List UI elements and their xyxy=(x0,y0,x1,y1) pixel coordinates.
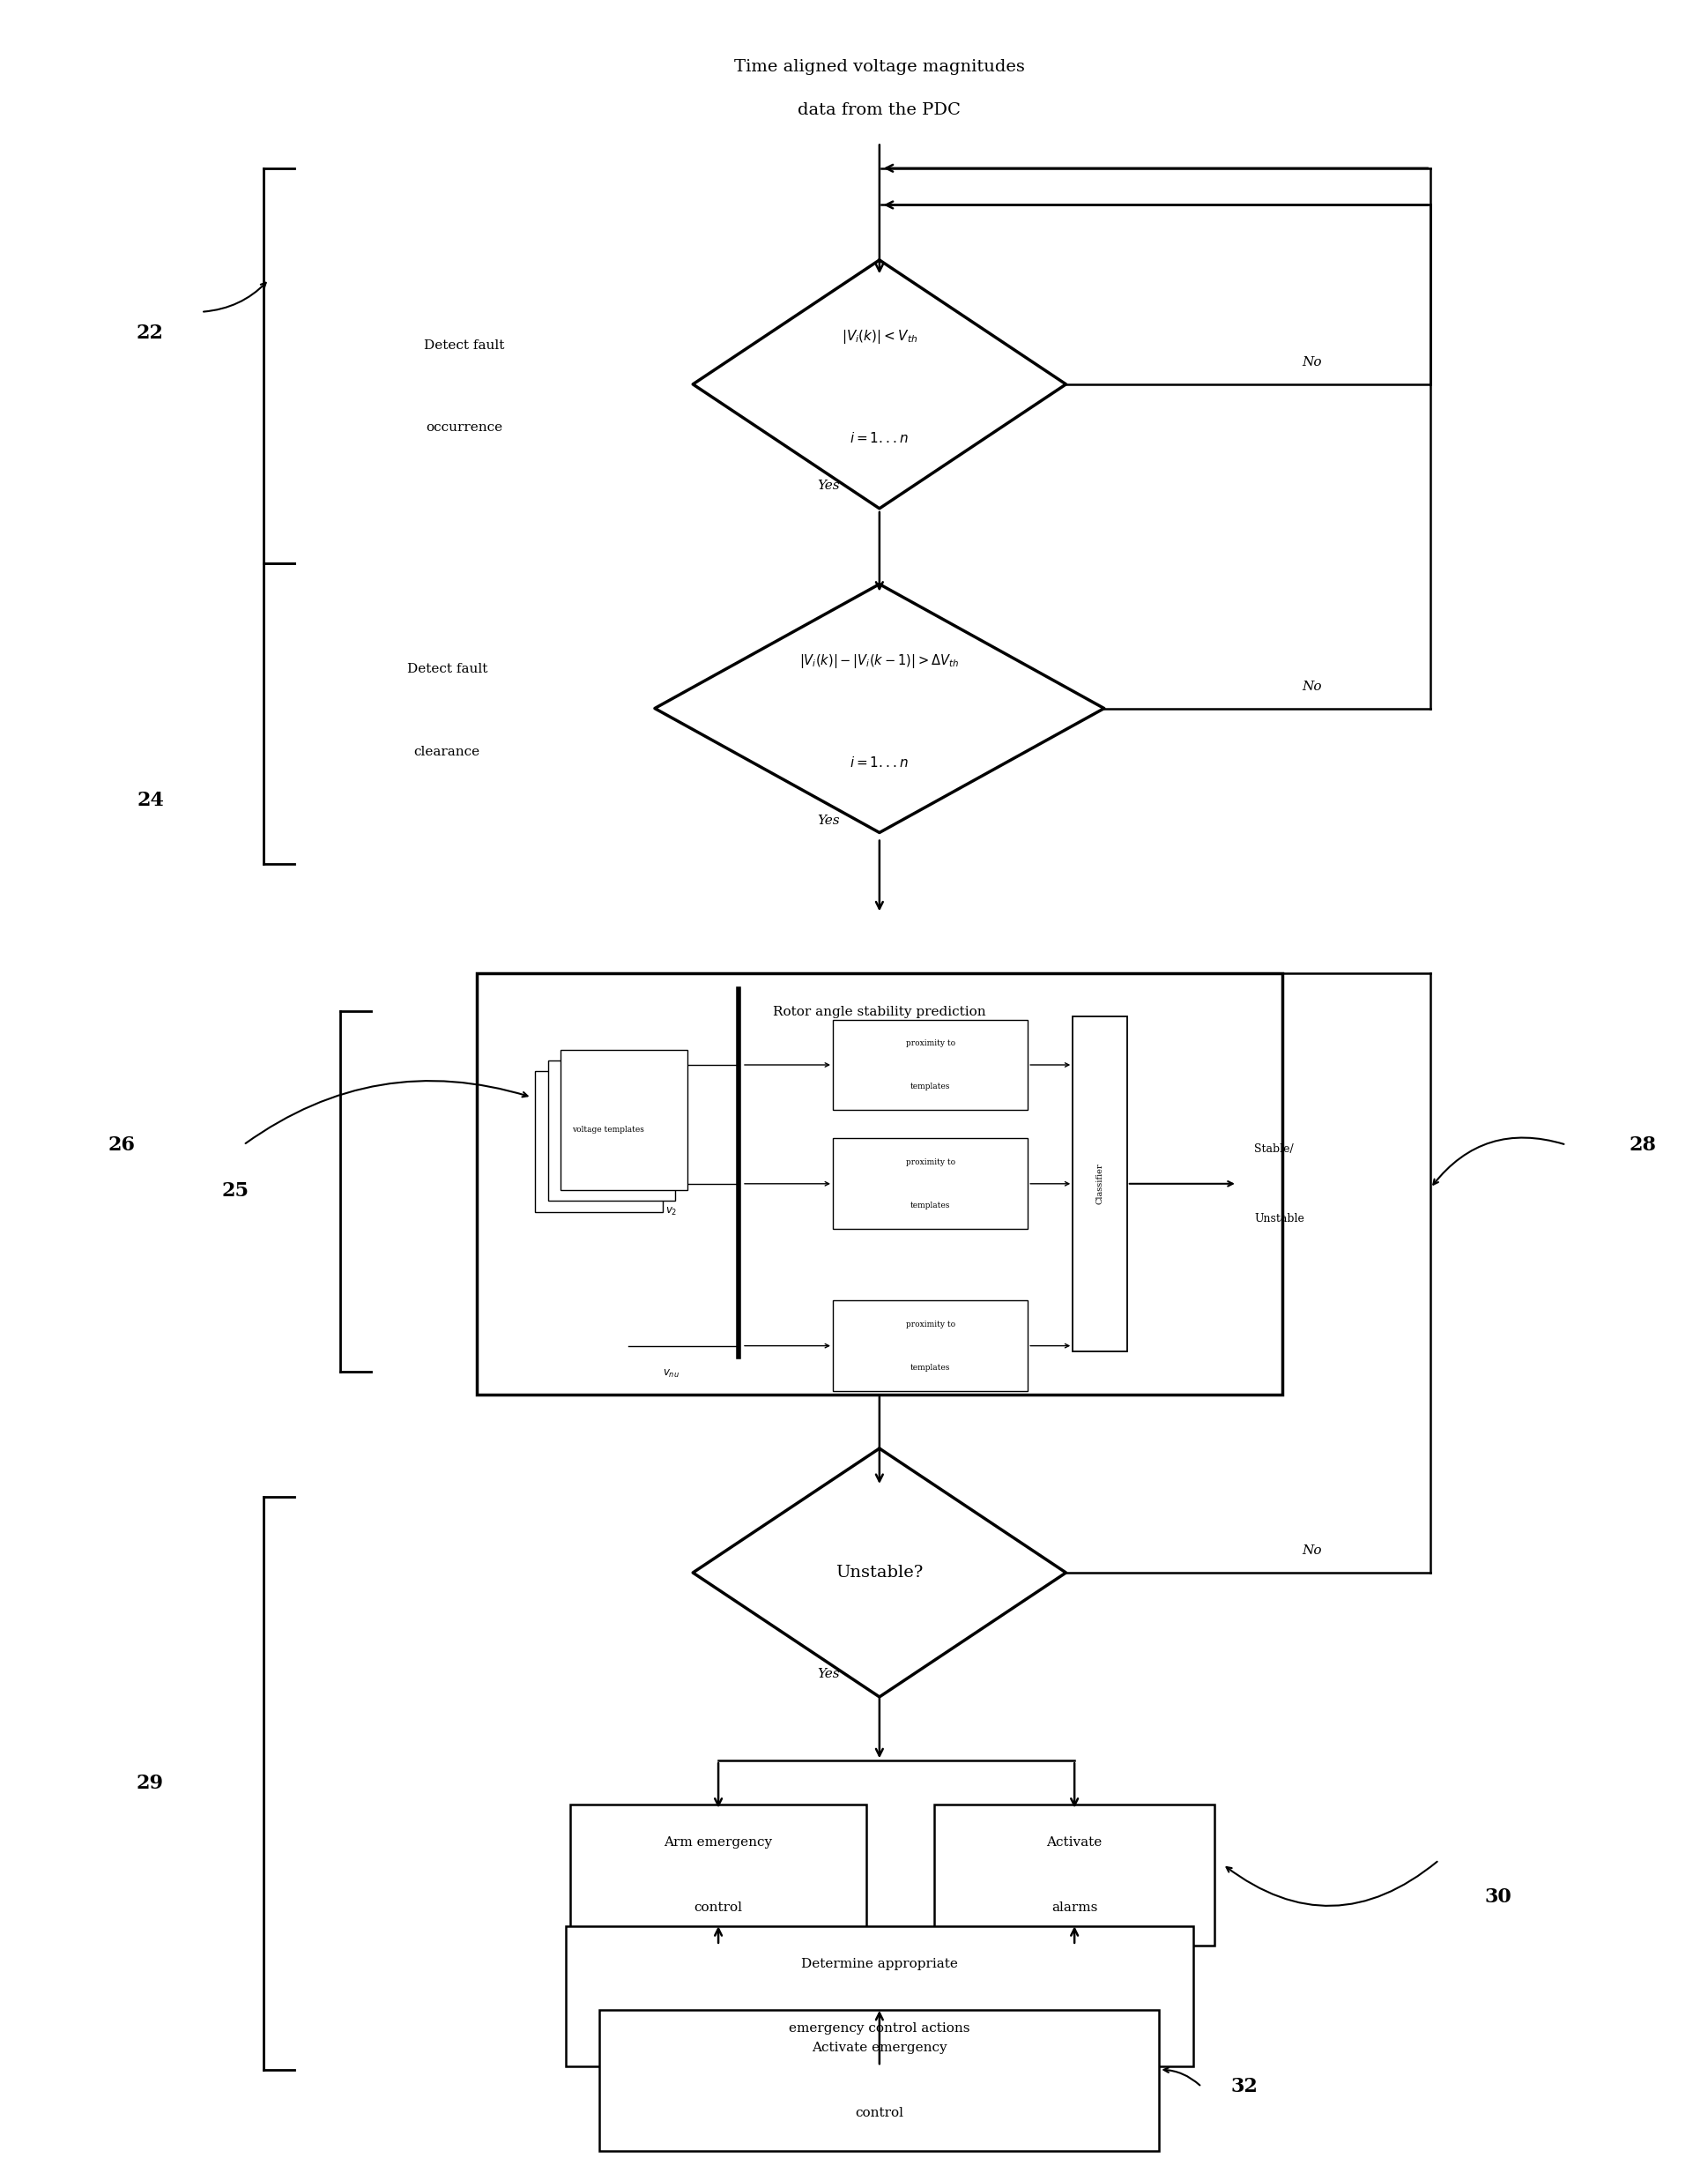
Text: $v_1$: $v_1$ xyxy=(664,1086,676,1100)
Text: No: No xyxy=(1301,1545,1322,1558)
Text: $v_2$: $v_2$ xyxy=(664,1206,676,1217)
FancyBboxPatch shape xyxy=(477,974,1283,1395)
Text: Arm emergency: Arm emergency xyxy=(664,1836,772,1849)
Text: Detect fault: Detect fault xyxy=(424,339,504,352)
FancyBboxPatch shape xyxy=(834,1299,1028,1391)
Text: data from the PDC: data from the PDC xyxy=(798,102,962,117)
Text: 25: 25 xyxy=(222,1182,249,1202)
FancyBboxPatch shape xyxy=(934,1806,1214,1945)
Text: $i= 1...n$: $i= 1...n$ xyxy=(851,430,909,445)
FancyBboxPatch shape xyxy=(548,1060,675,1202)
Text: Detect fault: Detect fault xyxy=(407,663,487,676)
Polygon shape xyxy=(693,1449,1066,1697)
FancyBboxPatch shape xyxy=(535,1071,663,1213)
Text: Activate: Activate xyxy=(1047,1836,1102,1849)
Text: 24: 24 xyxy=(137,791,164,811)
Text: No: No xyxy=(1301,680,1322,693)
Polygon shape xyxy=(693,261,1066,508)
Text: Stable/: Stable/ xyxy=(1254,1143,1293,1154)
Text: No: No xyxy=(1301,356,1322,369)
Text: control: control xyxy=(856,2106,904,2119)
Text: 29: 29 xyxy=(137,1773,164,1793)
Text: alarms: alarms xyxy=(1052,1901,1098,1914)
Text: 28: 28 xyxy=(1629,1134,1657,1154)
Text: voltage templates: voltage templates xyxy=(572,1126,644,1134)
Text: $i= 1...n$: $i= 1...n$ xyxy=(851,756,909,769)
FancyBboxPatch shape xyxy=(600,2010,1160,2151)
Text: Unstable: Unstable xyxy=(1254,1213,1305,1223)
Text: 22: 22 xyxy=(137,324,164,343)
FancyBboxPatch shape xyxy=(560,1050,688,1191)
Text: $|V_i(k)|-|V_i(k-1)|> \Delta V_{th}$: $|V_i(k)|-|V_i(k-1)|> \Delta V_{th}$ xyxy=(799,652,960,669)
Text: Unstable?: Unstable? xyxy=(835,1565,924,1580)
Text: 26: 26 xyxy=(108,1134,135,1154)
FancyBboxPatch shape xyxy=(1073,1017,1127,1352)
Text: proximity to: proximity to xyxy=(905,1321,955,1328)
Text: 32: 32 xyxy=(1230,2077,1257,2097)
Text: occurrence: occurrence xyxy=(425,422,502,435)
Text: Yes: Yes xyxy=(816,480,840,491)
Text: Classifier: Classifier xyxy=(1097,1163,1103,1204)
Text: Yes: Yes xyxy=(816,815,840,828)
Text: Activate emergency: Activate emergency xyxy=(811,2043,948,2053)
Text: templates: templates xyxy=(910,1082,950,1091)
Text: control: control xyxy=(693,1901,743,1914)
FancyBboxPatch shape xyxy=(834,1019,1028,1110)
Text: clearance: clearance xyxy=(413,745,480,758)
Text: $|V_i(k)|< V_{th}$: $|V_i(k)|< V_{th}$ xyxy=(842,328,917,346)
Text: Determine appropriate: Determine appropriate xyxy=(801,1958,958,1971)
Text: $v_{nu}$: $v_{nu}$ xyxy=(663,1369,680,1380)
Text: Time aligned voltage magnitudes: Time aligned voltage magnitudes xyxy=(734,59,1025,74)
FancyBboxPatch shape xyxy=(834,1139,1028,1230)
Text: proximity to: proximity to xyxy=(905,1039,955,1047)
Text: Rotor angle stability prediction: Rotor angle stability prediction xyxy=(774,1006,986,1019)
Text: templates: templates xyxy=(910,1202,950,1210)
Text: emergency control actions: emergency control actions xyxy=(789,2023,970,2034)
FancyBboxPatch shape xyxy=(565,1925,1194,2067)
Text: 30: 30 xyxy=(1484,1886,1512,1906)
Polygon shape xyxy=(654,585,1103,832)
Text: templates: templates xyxy=(910,1362,950,1371)
Text: Yes: Yes xyxy=(816,1669,840,1680)
FancyBboxPatch shape xyxy=(570,1806,866,1945)
Text: proximity to: proximity to xyxy=(905,1158,955,1167)
